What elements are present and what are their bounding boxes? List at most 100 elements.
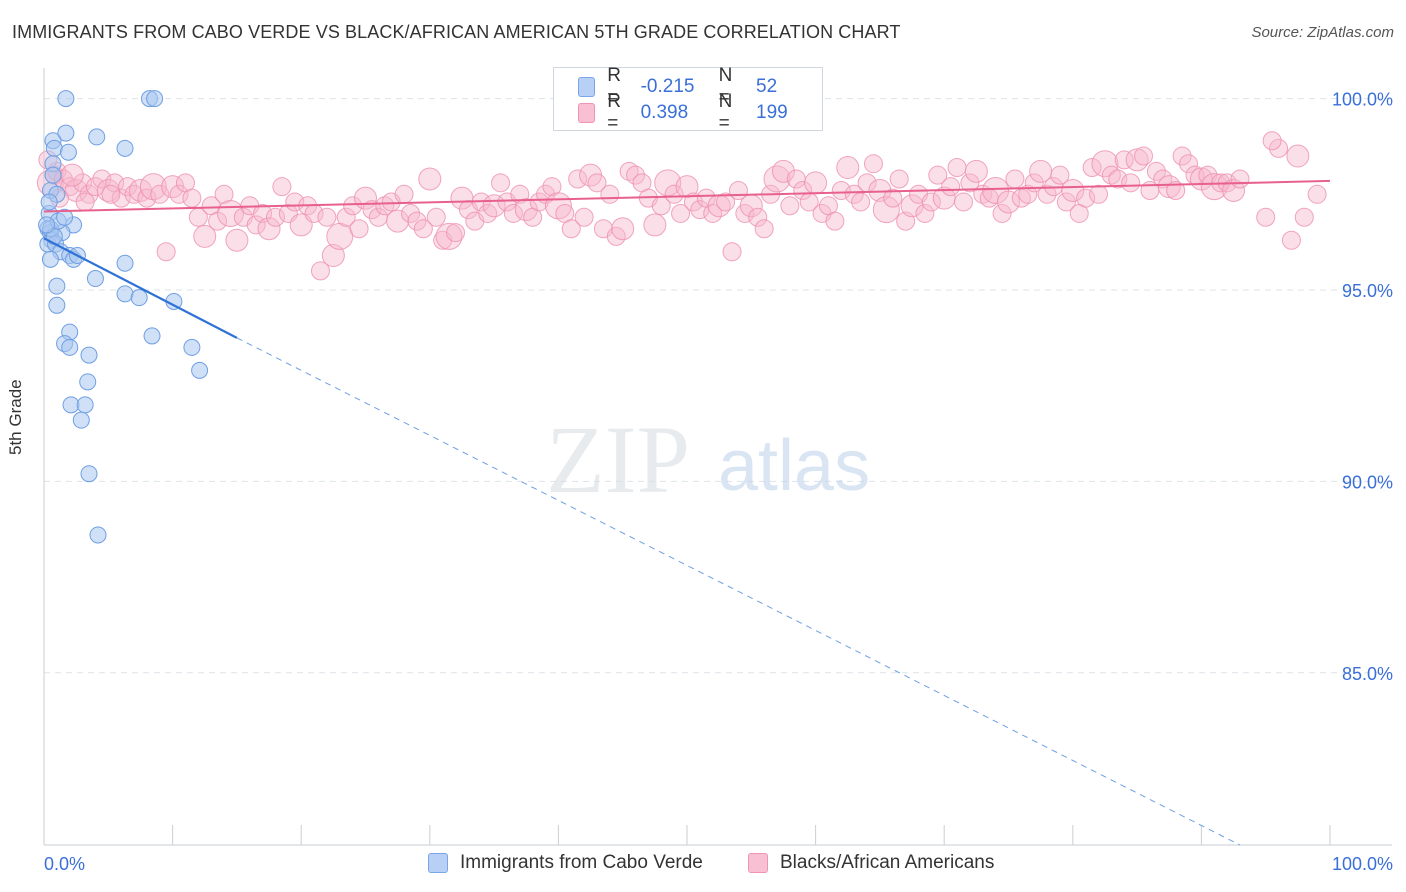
pink-data-point [182, 188, 202, 208]
pink-data-point [611, 217, 635, 241]
blue-data-point [86, 270, 104, 288]
pink-data-point [921, 192, 941, 212]
pink-data-point [997, 190, 1020, 214]
pink-data-point [529, 192, 549, 212]
pink-data-point [915, 203, 935, 223]
pink-data-point [1286, 144, 1310, 168]
pink-data-point [92, 169, 112, 189]
pink-series-points [36, 131, 1327, 281]
pink-data-point [1307, 184, 1327, 204]
x-tick-label-max: 100.0% [1332, 854, 1393, 874]
pink-data-point [1222, 178, 1246, 202]
blue-data-point [72, 411, 90, 429]
pink-data-point [675, 175, 699, 199]
pink-data-point [446, 223, 466, 243]
pink-data-point [1134, 146, 1154, 166]
watermark: ZIP atlas [546, 406, 870, 513]
pink-data-point [1114, 150, 1134, 170]
chart-title: IMMIGRANTS FROM CABO VERDE VS BLACK/AFRI… [12, 22, 901, 42]
legend-row-pink: R = 0.398 N = 199 [578, 91, 822, 134]
pink-data-point [73, 173, 93, 193]
pink-data-point [386, 209, 410, 233]
pink-data-point [883, 188, 903, 208]
blue-data-point [116, 254, 134, 272]
pink-data-point [587, 173, 607, 193]
legend-n-key: N = [718, 65, 733, 108]
pink-data-point [643, 213, 667, 237]
pink-data-point [1166, 180, 1186, 200]
watermark-zip: ZIP [546, 406, 690, 513]
pink-data-point [960, 173, 980, 193]
pink-data-point [941, 177, 961, 197]
pink-data-point [193, 224, 217, 248]
pink-data-point [928, 165, 948, 185]
pink-data-point [780, 196, 800, 216]
pink-data-point [503, 203, 523, 223]
pink-data-point [872, 196, 900, 224]
pink-data-point [349, 219, 369, 239]
blue-data-point [57, 124, 75, 142]
pink-data-point [118, 177, 138, 197]
watermark-atlas: atlas [718, 426, 870, 506]
pink-data-point [626, 165, 646, 185]
blue-data-point [76, 396, 94, 414]
legend-n-key: N = [718, 91, 733, 134]
pink-data-point [257, 217, 281, 241]
pink-data-point [1037, 184, 1057, 204]
pink-data-point [771, 159, 795, 183]
pink-data-point [1281, 230, 1301, 250]
pink-data-point [362, 200, 382, 220]
pink-data-point [413, 219, 433, 239]
pink-data-point [804, 171, 828, 195]
blue-data-point [38, 216, 56, 234]
pink-data-point [1121, 173, 1141, 193]
pink-data-point [964, 159, 988, 183]
blue-data-point [41, 250, 59, 268]
blue-trend-line [43, 237, 238, 339]
pink-data-point [889, 169, 909, 189]
blue-data-point [143, 327, 161, 345]
pink-data-point [321, 244, 345, 268]
pink-data-point [1230, 169, 1250, 189]
blue-data-point [191, 361, 209, 379]
pink-data-point [754, 219, 774, 239]
blue-data-point [59, 143, 77, 161]
pink-data-point [418, 167, 442, 191]
pink-data-point [1256, 207, 1276, 227]
pink-data-point [992, 203, 1012, 223]
pink-data-point [85, 177, 105, 197]
pink-data-point [1089, 184, 1109, 204]
pink-data-point [671, 203, 691, 223]
y-tick-label: 85.0% [1342, 664, 1393, 684]
pink-data-point [139, 173, 167, 201]
blue-data-point [80, 465, 98, 483]
blue-data-point [45, 139, 63, 157]
pink-data-point [150, 184, 170, 204]
pink-data-point [1200, 173, 1228, 201]
pink-data-point [394, 184, 414, 204]
pink-data-point [825, 211, 845, 231]
blue-data-point [48, 296, 66, 314]
y-tick-label: 90.0% [1342, 472, 1393, 492]
pink-data-point [336, 207, 356, 227]
blue-data-point [183, 338, 201, 356]
pink-data-point [748, 207, 768, 227]
pink-data-point [60, 163, 84, 187]
pink-data-point [169, 184, 189, 204]
pink-data-point [1294, 207, 1314, 227]
pink-data-point [156, 242, 176, 262]
pink-data-point [272, 177, 292, 197]
legend-r-key: R = [607, 65, 621, 108]
pink-data-point [574, 207, 594, 227]
blue-data-point [116, 285, 134, 303]
legend-n-value-blue: 52 [756, 76, 778, 97]
pink-data-point [1108, 169, 1128, 189]
pink-data-point [225, 228, 249, 252]
correlation-legend: R = -0.215 N = 52 R = 0.398 N = 199 [553, 65, 823, 134]
pink-data-point [310, 261, 330, 281]
pink-data-point [683, 192, 703, 212]
pink-data-point [831, 180, 851, 200]
pink-data-point [1172, 146, 1192, 166]
pink-data-point [1262, 131, 1282, 151]
